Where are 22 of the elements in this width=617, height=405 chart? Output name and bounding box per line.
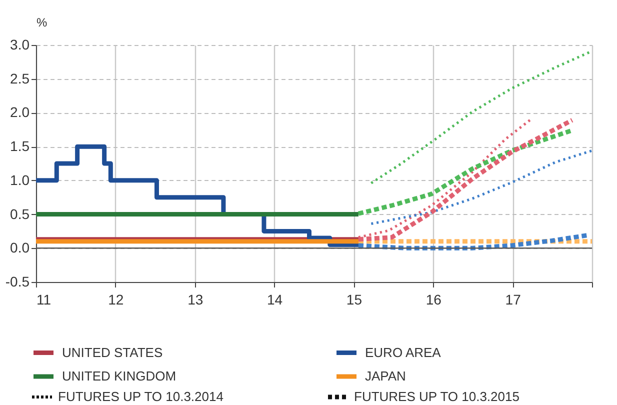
y-axis-title: % [36,16,48,30]
x-tick-label: 13 [188,292,204,308]
x-tick-label: 16 [426,292,442,308]
y-tick-label: 0.5 [10,206,30,222]
legend-label: UNITED KINGDOM [62,368,176,384]
y-tick-label: -0.5 [5,274,30,290]
y-tick-label: 2.0 [10,104,30,120]
legend-label: EURO AREA [365,344,442,360]
x-tick-label: 15 [346,292,362,308]
text: FUTURES UP TO 10.3.2014 [58,389,224,404]
y-tick-label: 1.0 [10,172,30,188]
x-tick-label: 17 [505,292,522,308]
legend-label: JAPAN [365,368,406,384]
y-tick-label: 2.5 [10,70,30,86]
x-tick-label: 12 [108,292,124,308]
text: FUTURES UP TO 10.3.2015 [354,389,520,404]
x-tick-label: 11 [36,292,52,308]
y-tick-label: 0.0 [10,240,30,256]
legend-label: UNITED STATES [62,344,163,360]
y-tick-label: 1.5 [10,138,30,154]
y-tick-label: 3.0 [10,36,30,52]
x-tick-label: 14 [266,292,283,308]
